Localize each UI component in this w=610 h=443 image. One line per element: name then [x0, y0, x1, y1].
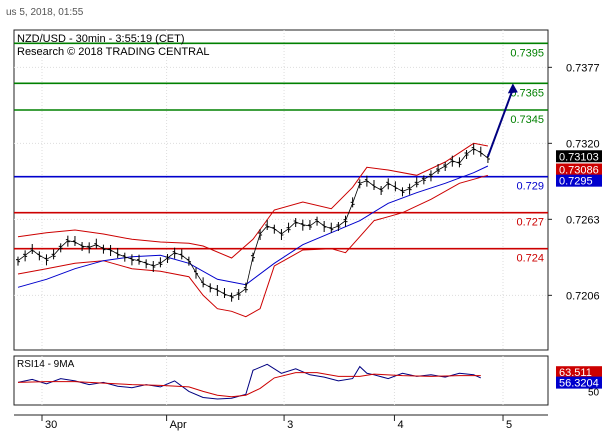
level-label: 0.724 — [516, 253, 544, 265]
level-label: 0.7345 — [510, 114, 544, 126]
x-tick-label: 30 — [45, 419, 57, 431]
y-tick-label: 0.7377 — [566, 62, 600, 74]
forecast-arrow-line — [486, 88, 514, 158]
price-badge — [556, 174, 602, 187]
rsi-badge-label: 63.511 — [559, 367, 592, 379]
price-badge-label: 0.73086 — [559, 165, 599, 177]
price-panel-frame — [13, 29, 549, 351]
bollinger-upper — [17, 142, 488, 259]
x-tick-label: 3 — [287, 419, 293, 431]
rsi-badge — [556, 376, 602, 389]
level-label: 0.7395 — [510, 47, 544, 59]
y-tick-label: 0.7263 — [566, 214, 600, 226]
forecast-arrow-head — [507, 83, 518, 94]
x-tick-label: Apr — [170, 419, 187, 431]
x-tick-label: 4 — [397, 419, 403, 431]
y-tick-label: 0.7206 — [566, 290, 600, 302]
price-badge-label: 0.73103 — [559, 151, 599, 163]
level-label: 0.727 — [516, 217, 544, 229]
rsi-badge — [556, 366, 602, 379]
rsi-badge-label: 56.3204 — [559, 378, 599, 390]
rsi-ma-line — [17, 372, 481, 398]
x-tick-label: 5 — [506, 419, 512, 431]
level-label: 0.729 — [516, 181, 544, 193]
rsi-panel-frame — [13, 355, 549, 406]
price-line — [17, 148, 489, 298]
bollinger-lower — [17, 174, 489, 318]
price-badge — [556, 163, 602, 176]
price-badge — [556, 150, 602, 163]
price-badge-label: 0.7295 — [559, 176, 593, 188]
moving-average-line — [17, 165, 489, 288]
y-tick-label: 0.7320 — [566, 138, 600, 150]
level-label: 0.7365 — [510, 87, 544, 99]
rsi-tick-label: 50 — [588, 387, 600, 398]
